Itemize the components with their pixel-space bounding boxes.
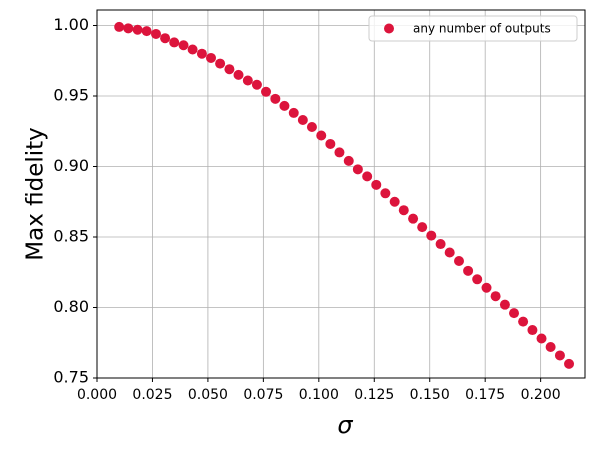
y-tick-label: 0.75 [53,368,89,387]
data-point [371,179,382,190]
data-point [472,274,483,285]
data-point [454,255,465,266]
data-point [141,26,152,37]
data-point [334,147,345,158]
data-point [251,79,262,90]
data-point [114,21,125,32]
data-point [545,341,556,352]
data-point [444,247,455,258]
plot-frame [96,9,586,379]
data-point [518,316,529,327]
data-point [160,33,171,44]
legend-box [368,15,578,42]
x-tick-label: 0.175 [465,387,505,403]
data-point [490,291,501,302]
data-point [463,265,474,276]
data-point [380,188,391,199]
data-point [261,86,272,97]
data-point [316,130,327,141]
data-point [481,282,492,293]
y-tick-label: 0.85 [53,227,89,246]
data-point [417,222,428,233]
data-point [564,358,575,369]
data-point [206,52,217,63]
data-point [325,138,336,149]
x-tick-label: 0.150 [410,387,450,403]
x-tick-label: 0.000 [77,387,117,403]
x-tick-label: 0.025 [132,387,172,403]
data-point [297,114,308,125]
x-tick-label: 0.100 [299,387,339,403]
y-tick-label: 0.90 [53,156,89,175]
y-axis-label: Max fidelity [23,127,49,261]
data-point [527,325,538,336]
data-point [169,37,180,48]
data-point [343,155,354,166]
x-axis-label: σ [337,411,353,439]
data-point [242,75,253,86]
data-point [288,107,299,118]
data-point [554,350,565,361]
data-point [426,230,437,241]
data-point [389,196,400,207]
data-point [187,44,198,55]
data-point [306,122,317,133]
data-point [178,40,189,51]
y-tick-label: 0.80 [53,297,89,316]
data-point [196,48,207,59]
data-point [398,205,409,216]
data-point [270,93,281,104]
y-tick-label: 0.95 [53,86,89,105]
y-tick-label: 1.00 [53,15,89,34]
data-point [352,164,363,175]
legend-label: any number of outputs [413,22,551,36]
data-point [151,28,162,39]
data-point [362,171,373,182]
x-tick-label: 0.075 [243,387,283,403]
data-point [536,333,547,344]
data-point [233,69,244,80]
data-point [408,213,419,224]
data-point [215,58,226,69]
x-tick-label: 0.050 [188,387,228,403]
data-point [224,64,235,75]
data-point [123,23,134,34]
data-point [279,100,290,111]
data-point [132,24,143,35]
data-point [499,299,510,310]
data-point [509,308,520,319]
legend-marker [384,23,394,34]
x-tick-label: 0.125 [354,387,394,403]
x-tick-label: 0.200 [521,387,561,403]
data-point [435,239,446,250]
